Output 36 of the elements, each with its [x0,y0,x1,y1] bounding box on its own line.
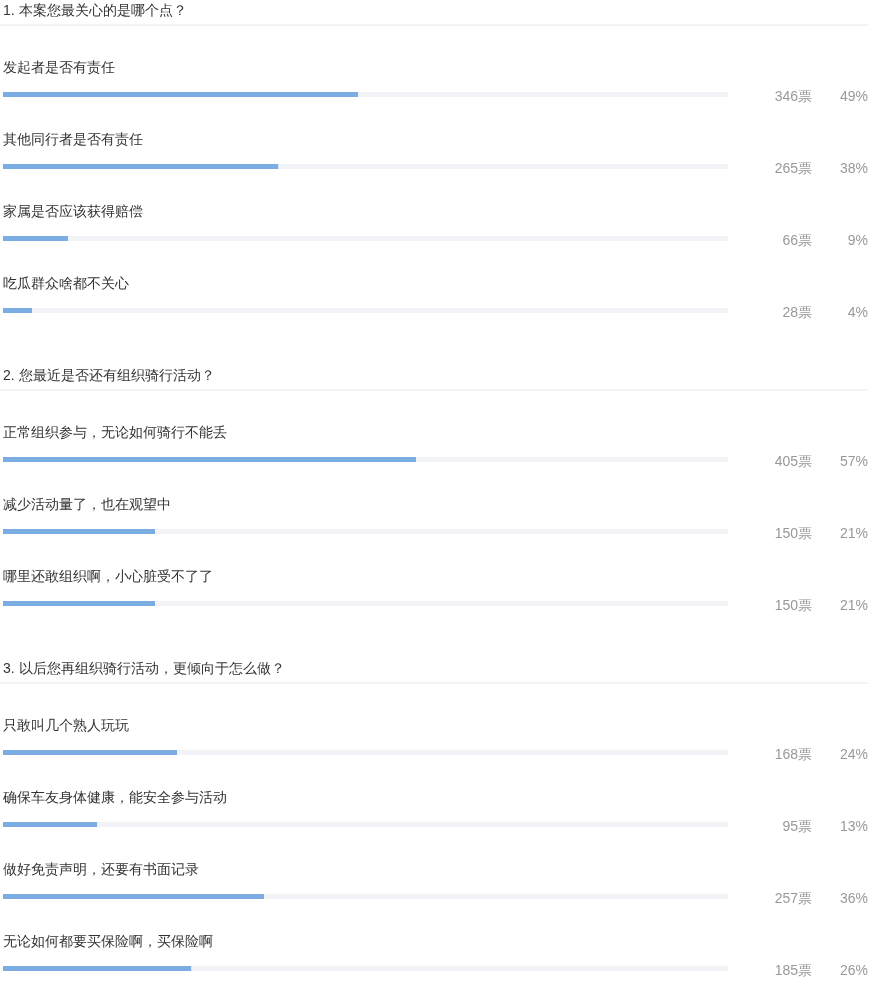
title: 1. 本案您最关心的是哪个点？ [3,2,187,18]
category-label: 减少活动量了，也在观望中 [3,496,171,512]
value-label: 4% [847,304,868,320]
value-label: 49% [839,88,868,104]
annotation: 66票 [782,232,812,248]
value-label: 36% [839,890,868,906]
value-label: 24% [839,746,868,762]
category-label: 确保车友身体健康，能安全参与活动 [3,789,227,805]
title: 2. 您最近是否还有组织骑行活动？ [3,367,215,383]
annotation: 346票 [774,88,812,104]
value-label: 21% [839,597,868,613]
annotation: 150票 [774,525,812,541]
value-label: 9% [847,232,868,248]
category-label: 家属是否应该获得赔偿 [3,203,143,219]
annotation: 95票 [782,818,812,834]
annotation: 168票 [774,746,812,762]
category-label: 哪里还敢组织啊，小心脏受不了了 [3,568,213,584]
value-label: 57% [839,453,868,469]
category-label: 吃瓜群众啥都不关心 [3,275,129,291]
value-label: 38% [839,160,868,176]
category-label: 做好免责声明，还要有书面记录 [3,861,199,877]
value-label: 21% [839,525,868,541]
category-label: 其他同行者是否有责任 [3,131,143,147]
value-label: 26% [839,962,868,978]
title: 3. 以后您再组织骑行活动，更倾向于怎么做？ [3,660,285,676]
annotation: 405票 [774,453,812,469]
annotation: 257票 [774,890,812,906]
category-label: 发起者是否有责任 [3,59,115,75]
annotation: 185票 [774,962,812,978]
category-label: 无论如何都要买保险啊，买保险啊 [3,933,213,949]
category-label: 正常组织参与，无论如何骑行不能丢 [3,424,227,440]
annotation: 150票 [774,597,812,613]
annotation: 265票 [774,160,812,176]
category-label: 只敢叫几个熟人玩玩 [3,717,129,733]
value-label: 13% [839,818,868,834]
annotation: 28票 [782,304,812,320]
